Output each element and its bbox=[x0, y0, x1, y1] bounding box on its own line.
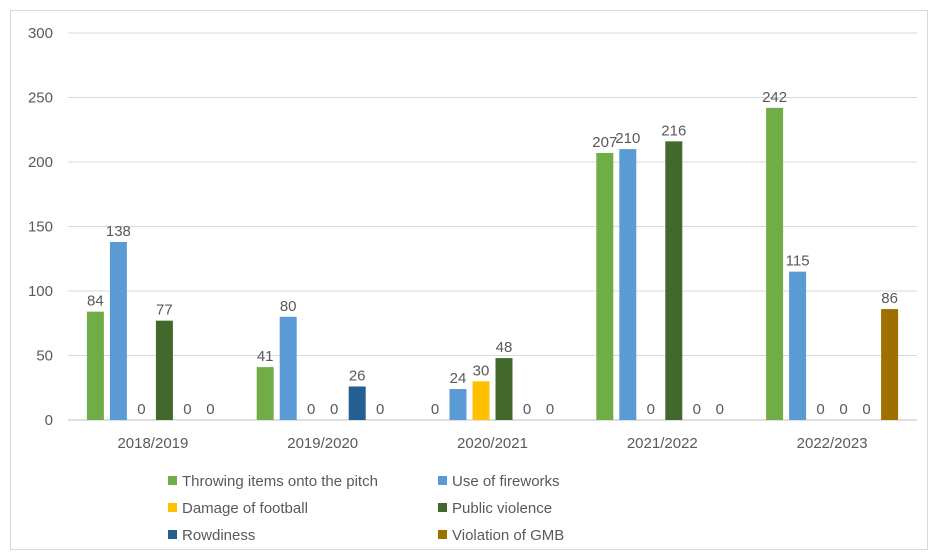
data-label: 0 bbox=[206, 401, 214, 418]
data-label: 0 bbox=[523, 401, 531, 418]
x-tick-label: 2019/2020 bbox=[287, 435, 358, 452]
legend-label: Use of fireworks bbox=[452, 473, 560, 490]
legend-item: Throwing items onto the pitch bbox=[168, 473, 378, 490]
data-label: 30 bbox=[473, 362, 490, 379]
data-label: 48 bbox=[496, 339, 513, 356]
bar bbox=[789, 271, 807, 420]
data-label: 77 bbox=[156, 302, 173, 319]
data-label: 0 bbox=[183, 401, 191, 418]
x-tick-label: 2021/2022 bbox=[627, 435, 698, 452]
data-label: 115 bbox=[786, 253, 810, 270]
data-label: 0 bbox=[816, 401, 824, 418]
x-tick-label: 2020/2021 bbox=[457, 435, 528, 452]
bar bbox=[766, 107, 784, 420]
data-label: 86 bbox=[881, 290, 898, 307]
data-label: 242 bbox=[762, 89, 787, 106]
y-tick-label: 150 bbox=[28, 219, 53, 236]
legend-item: Rowdiness bbox=[168, 527, 255, 544]
legend-label: Violation of GMB bbox=[452, 527, 564, 544]
x-tick-label: 2022/2023 bbox=[797, 435, 868, 452]
data-label: 24 bbox=[450, 370, 467, 387]
legend-item: Use of fireworks bbox=[438, 473, 560, 490]
data-label: 80 bbox=[280, 298, 297, 315]
data-label: 207 bbox=[592, 134, 617, 151]
data-label: 0 bbox=[839, 401, 847, 418]
legend-swatch bbox=[438, 530, 447, 539]
y-tick-label: 50 bbox=[36, 348, 53, 365]
data-label: 0 bbox=[137, 401, 145, 418]
y-tick-label: 200 bbox=[28, 154, 53, 171]
legend-label: Damage of football bbox=[182, 500, 308, 517]
bar bbox=[86, 311, 104, 420]
bar bbox=[619, 149, 637, 420]
bar bbox=[449, 389, 467, 420]
legend-swatch bbox=[438, 503, 447, 512]
legend-label: Throwing items onto the pitch bbox=[182, 473, 378, 490]
chart-frame: 0 50 100 150 200 250 300 84 138 0 77 0 0 41 80 0 0 26 0 0 2… bbox=[10, 10, 928, 550]
legend-swatch bbox=[168, 530, 177, 539]
data-label: 0 bbox=[330, 401, 338, 418]
bar bbox=[881, 309, 899, 420]
data-label: 138 bbox=[106, 223, 131, 240]
x-tick-label: 2018/2019 bbox=[117, 435, 188, 452]
bar bbox=[348, 386, 366, 420]
legend-swatch bbox=[168, 476, 177, 485]
data-label: 216 bbox=[661, 122, 686, 139]
data-label: 210 bbox=[615, 130, 640, 147]
data-label: 0 bbox=[647, 401, 655, 418]
y-tick-label: 300 bbox=[28, 25, 53, 42]
legend-item: Violation of GMB bbox=[438, 527, 564, 544]
data-label: 0 bbox=[307, 401, 315, 418]
legend-item: Public violence bbox=[438, 500, 552, 517]
data-label: 0 bbox=[431, 401, 439, 418]
data-label: 0 bbox=[693, 401, 701, 418]
bar bbox=[665, 141, 683, 421]
y-axis-ticks: 0 50 100 150 200 250 300 bbox=[28, 25, 53, 429]
bar bbox=[472, 381, 490, 420]
bar bbox=[155, 320, 173, 420]
y-tick-label: 100 bbox=[28, 283, 53, 300]
data-label: 0 bbox=[546, 401, 554, 418]
legend: Throwing items onto the pitch Use of fire… bbox=[168, 473, 564, 544]
bar bbox=[279, 316, 297, 420]
data-label: 41 bbox=[257, 348, 274, 365]
data-label: 0 bbox=[862, 401, 870, 418]
y-tick-label: 0 bbox=[45, 412, 53, 429]
x-axis-ticks: 2018/2019 2019/2020 2020/2021 2021/2022 2022… bbox=[117, 435, 867, 452]
legend-swatch bbox=[438, 476, 447, 485]
bar bbox=[596, 152, 614, 420]
gridlines bbox=[68, 32, 917, 421]
legend-item: Damage of football bbox=[168, 500, 308, 517]
data-label: 0 bbox=[716, 401, 724, 418]
legend-label: Rowdiness bbox=[182, 527, 255, 544]
data-label: 0 bbox=[376, 401, 384, 418]
bars bbox=[86, 107, 899, 421]
legend-label: Public violence bbox=[452, 500, 552, 517]
data-label: 26 bbox=[349, 367, 366, 384]
data-label: 84 bbox=[87, 293, 104, 310]
bar bbox=[495, 358, 513, 420]
legend-swatch bbox=[168, 503, 177, 512]
bar bbox=[109, 241, 127, 420]
bar bbox=[256, 367, 274, 420]
y-tick-label: 250 bbox=[28, 90, 53, 107]
